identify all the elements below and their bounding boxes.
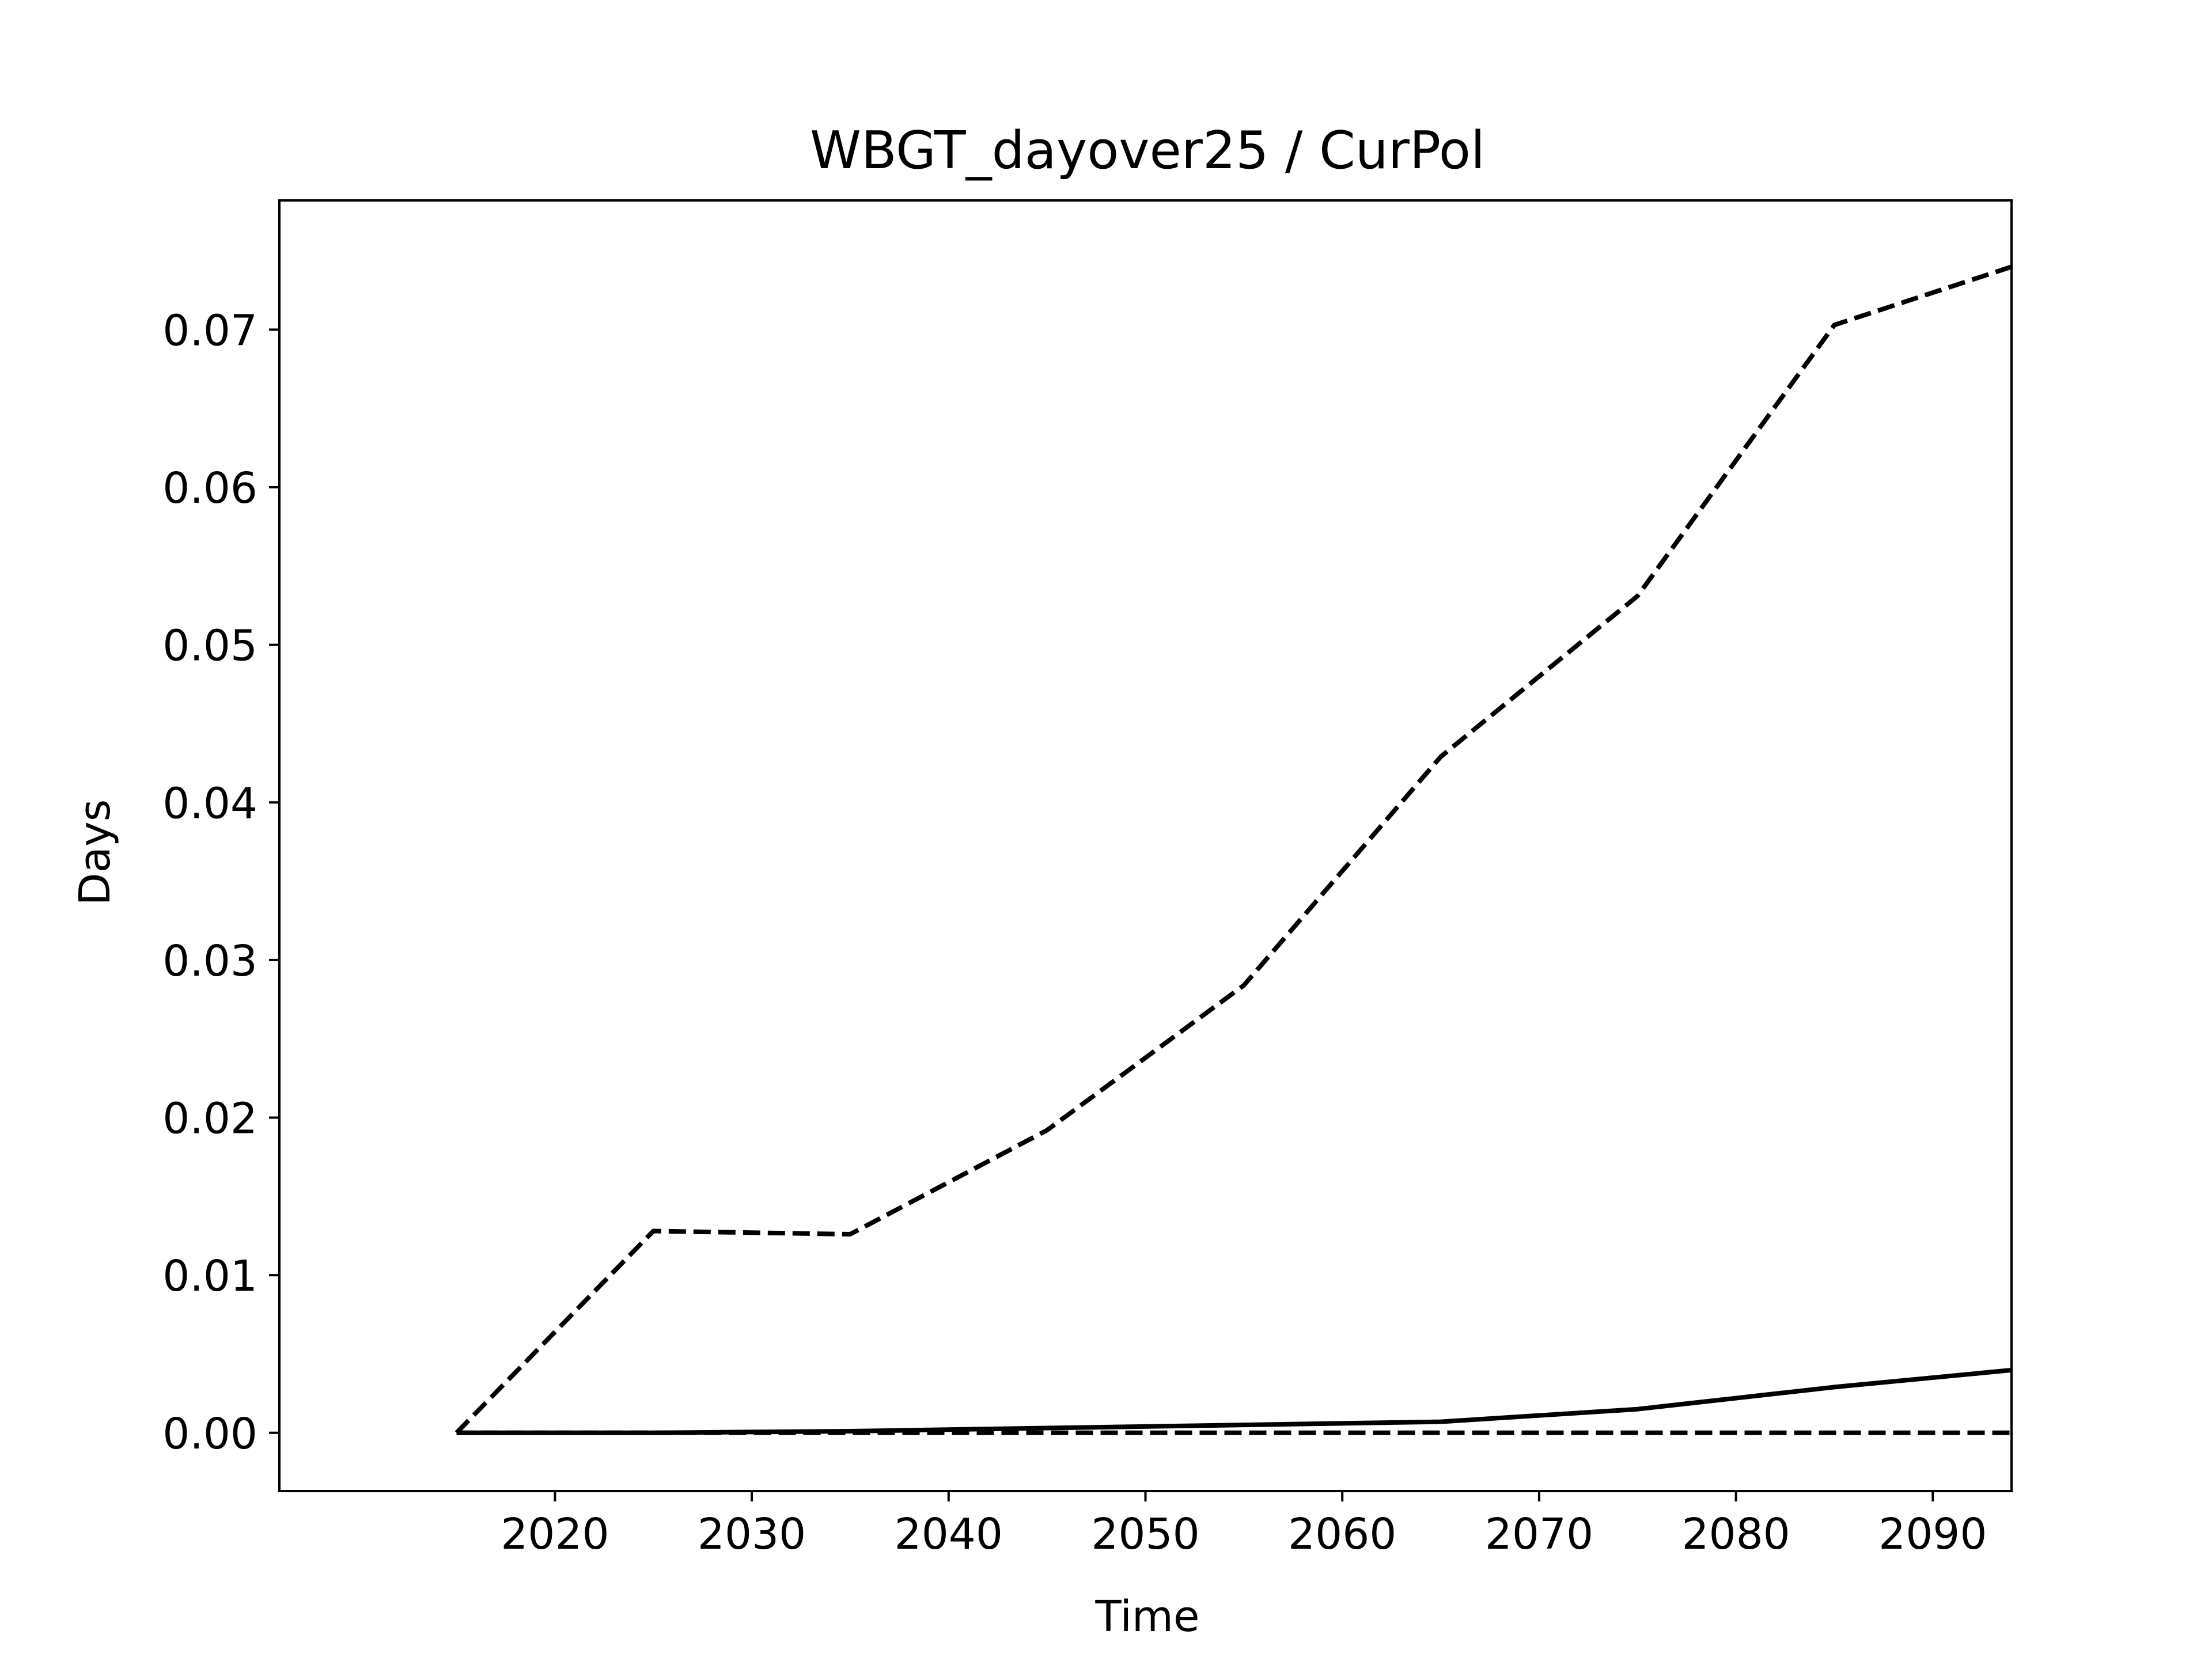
x-tick-label: 2070 — [1485, 1510, 1593, 1559]
x-axis-label: Time — [1094, 1592, 1199, 1641]
y-tick-label: 0.02 — [162, 1094, 257, 1144]
chart-title: WBGT_dayover25 / CurPol — [810, 120, 1485, 181]
x-tick-label: 2040 — [895, 1510, 1003, 1559]
y-tick-label: 0.06 — [162, 464, 257, 513]
y-tick-label: 0.03 — [162, 936, 257, 986]
y-axis-label: Days — [70, 799, 120, 906]
plot-frame — [278, 199, 2013, 1492]
y-tick-label: 0.00 — [162, 1409, 257, 1459]
x-tick-label: 2020 — [501, 1510, 609, 1559]
plot-area — [454, 264, 2012, 1435]
x-tick-label: 2030 — [698, 1510, 806, 1559]
y-tick-label: 0.07 — [162, 306, 257, 355]
y-tick-label: 0.05 — [162, 621, 257, 671]
x-tick-label: 2050 — [1091, 1510, 1199, 1559]
y-tick-label: 0.01 — [162, 1252, 257, 1301]
x-tick-label: 2080 — [1681, 1510, 1790, 1559]
axis-ticks: 2020 2030 2040 2050 2060 2070 2080 2090 0.00 0.01… — [162, 306, 1987, 1559]
y-tick-label: 0.04 — [162, 779, 257, 828]
x-tick-label: 2060 — [1288, 1510, 1396, 1559]
x-tick-label: 2090 — [1878, 1510, 1987, 1559]
series-line-1 — [454, 264, 2012, 1435]
